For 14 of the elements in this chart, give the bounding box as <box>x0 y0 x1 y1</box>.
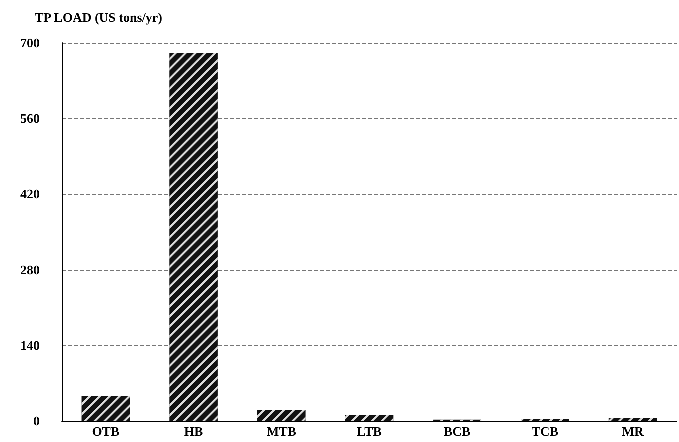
x-tick-label: MTB <box>266 424 297 439</box>
y-tick-label: 420 <box>20 186 40 202</box>
y-tick-label: 140 <box>20 338 40 353</box>
x-tick-label: HB <box>184 424 204 439</box>
x-tick-label: LTB <box>357 424 382 439</box>
chart-title: TP LOAD (US tons/yr) <box>35 10 162 25</box>
x-tick-label: MR <box>622 424 645 439</box>
y-tick-label: 700 <box>20 36 40 50</box>
y-tick-label: 0 <box>34 414 40 428</box>
x-tick-label: TCB <box>532 424 559 439</box>
y-tick-label: 280 <box>20 262 40 278</box>
y-tick-label: 560 <box>20 111 40 126</box>
x-tick-label: OTB <box>92 424 120 439</box>
x-tick-label: BCB <box>444 424 472 439</box>
